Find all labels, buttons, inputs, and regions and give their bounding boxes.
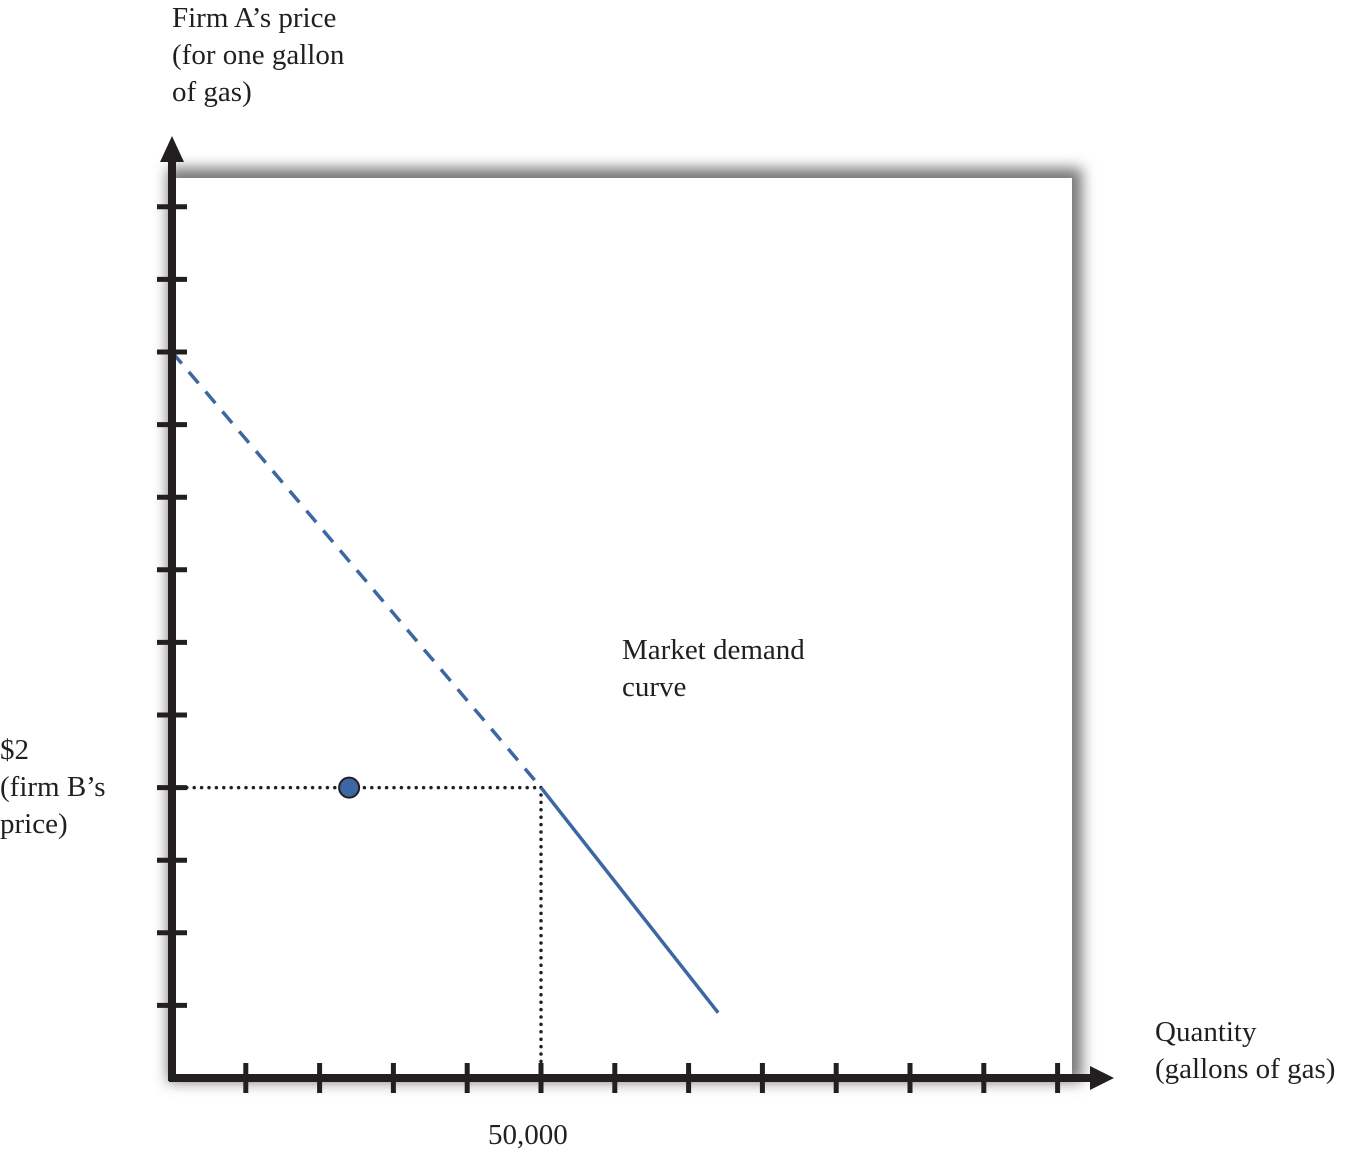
x-axis-arrow-icon (1090, 1066, 1114, 1090)
demand-curve-annotation: Market demand curve (622, 634, 805, 703)
x-tick-label-50000: 50,000 (488, 1119, 568, 1151)
data-point (338, 776, 361, 799)
y-tick-label-2: $2 (firm B’s price) (0, 734, 106, 840)
demand-curve-solid (539, 786, 720, 1014)
y-axis-arrow-icon (160, 136, 184, 162)
plot-area (172, 178, 1072, 1078)
y-axis-label: Firm A’s price (for one gallon of gas) (172, 2, 345, 108)
x-axis-label: Quantity (gallons of gas) (1155, 1016, 1336, 1085)
demand-curve-dashed (170, 350, 543, 789)
